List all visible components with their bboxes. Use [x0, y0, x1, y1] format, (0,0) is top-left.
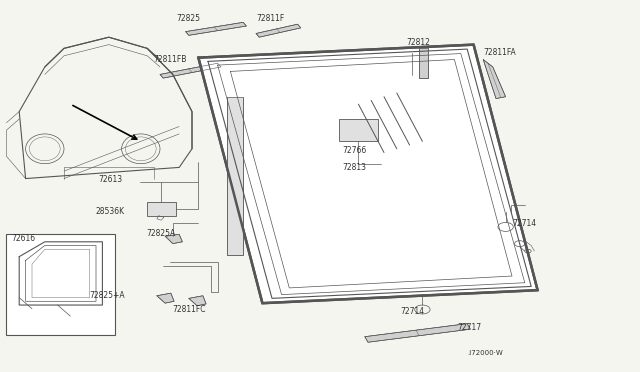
Bar [147, 202, 176, 216]
Text: 72714: 72714 [512, 219, 536, 228]
Polygon shape [186, 22, 246, 35]
Text: 72613: 72613 [99, 175, 123, 184]
Text: 72812: 72812 [406, 38, 430, 47]
Polygon shape [189, 296, 206, 306]
Polygon shape [419, 48, 428, 78]
Polygon shape [198, 45, 538, 303]
Text: 72717: 72717 [458, 323, 482, 332]
Text: 72616: 72616 [11, 234, 35, 243]
Text: 28536K: 28536K [95, 207, 125, 216]
Polygon shape [483, 60, 506, 99]
Text: 72811FB: 72811FB [154, 55, 187, 64]
Bar [339, 119, 378, 141]
Text: 72714: 72714 [400, 307, 424, 316]
Text: 72813: 72813 [342, 163, 367, 172]
Text: 72811F: 72811F [256, 14, 284, 23]
Text: 72811FC: 72811FC [173, 305, 206, 314]
Polygon shape [365, 324, 470, 342]
Text: 72825: 72825 [176, 14, 200, 23]
Text: 72825+A: 72825+A [89, 291, 125, 300]
Polygon shape [227, 97, 243, 255]
Polygon shape [160, 63, 221, 78]
Polygon shape [157, 293, 174, 303]
Polygon shape [256, 24, 301, 37]
Text: 72766: 72766 [342, 146, 367, 155]
Text: 72825A: 72825A [146, 229, 175, 238]
Text: 72811FA: 72811FA [483, 48, 516, 57]
Text: .I72000·W: .I72000·W [467, 350, 503, 356]
Bar [6, 234, 115, 335]
Polygon shape [165, 234, 182, 244]
